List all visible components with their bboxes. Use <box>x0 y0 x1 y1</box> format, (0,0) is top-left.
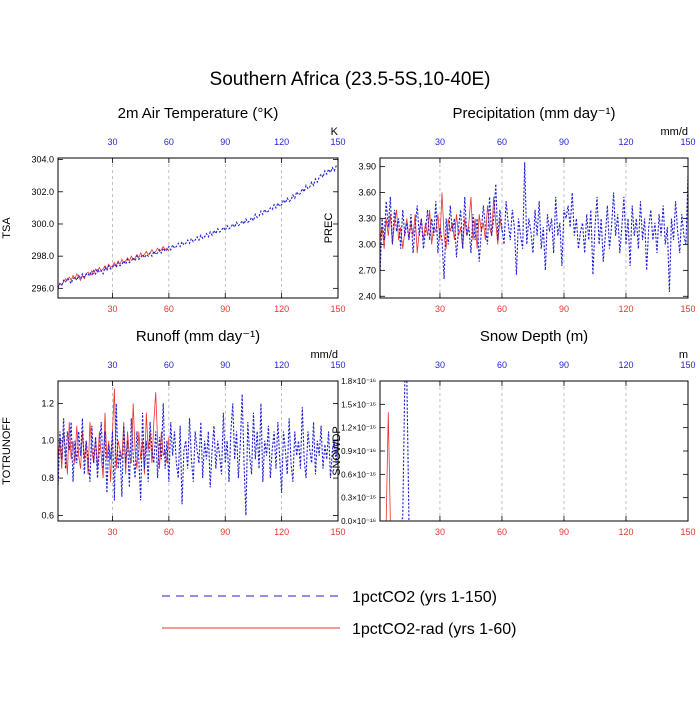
x-tick-label-top: 150 <box>680 360 695 370</box>
x-tick-label-bottom: 150 <box>680 527 695 537</box>
unit-label: mm/d <box>311 349 339 361</box>
x-tick-label-top: 30 <box>435 137 445 147</box>
x-tick-label-top: 30 <box>107 137 117 147</box>
x-tick-label-bottom: 30 <box>107 304 117 314</box>
y-axis-label: TSA <box>1 217 13 239</box>
x-tick-label-top: 90 <box>220 360 230 370</box>
series-line-1pctco2-rad-yrs-1-60 <box>58 388 170 482</box>
y-tick-label: 1.8×10⁻¹⁶ <box>341 377 376 386</box>
panel-totrunoff: Runoff (mm day⁻¹) TOTRUNOFF mm/d 0.6 0.8 1.0 1… <box>1 328 346 537</box>
plot-frame <box>379 380 689 522</box>
x-tick-label-top: 30 <box>435 360 445 370</box>
x-tick-label-bottom: 60 <box>497 527 507 537</box>
unit-label: K <box>331 126 339 138</box>
x-tick-label-bottom: 90 <box>559 527 569 537</box>
x-tick-label-bottom: 30 <box>107 527 117 537</box>
series-line-1pctco2-yrs-1-150 <box>58 394 338 516</box>
y-tick-label: 1.5×10⁻¹⁶ <box>341 400 376 409</box>
x-tick-label-top: 60 <box>497 137 507 147</box>
y-tick-label: 0.6×10⁻¹⁶ <box>341 470 376 479</box>
x-tick-label-bottom: 30 <box>435 304 445 314</box>
y-tick-label: 296.0 <box>31 283 54 293</box>
x-tick-label-top: 60 <box>164 137 174 147</box>
x-tick-label-bottom: 30 <box>435 527 445 537</box>
unit-label: mm/d <box>661 126 689 138</box>
series-line-1pctco2-yrs-1-150 <box>380 381 688 521</box>
x-tick-label-bottom: 60 <box>164 304 174 314</box>
x-tick-label-bottom: 150 <box>680 304 695 314</box>
x-tick-label-bottom: 60 <box>164 527 174 537</box>
x-tick-label-top: 120 <box>274 137 289 147</box>
x-tick-label-top: 60 <box>164 360 174 370</box>
panel-title: 2m Air Temperature (°K) <box>118 105 279 122</box>
x-tick-label-top: 150 <box>330 360 345 370</box>
legend: 1pctCO2 (yrs 1-150) 1pctCO2-rad (yrs 1-6… <box>162 589 517 638</box>
series-line-1pctco2-yrs-1-150 <box>380 162 688 292</box>
y-axis-label: TOTRUNOFF <box>1 417 13 485</box>
plot-frame <box>57 157 339 299</box>
series-line-1pctco2-rad-yrs-1-60 <box>380 192 503 254</box>
x-tick-label-top: 90 <box>220 137 230 147</box>
panel-title: Runoff (mm day⁻¹) <box>136 328 260 345</box>
y-tick-label: 1.2×10⁻¹⁶ <box>341 424 376 433</box>
y-tick-label: 0.9×10⁻¹⁶ <box>341 447 376 456</box>
x-tick-label-top: 30 <box>107 360 117 370</box>
x-tick-label-bottom: 90 <box>220 304 230 314</box>
y-tick-label: 1.2 <box>41 398 54 408</box>
y-tick-label: 0.6 <box>41 510 54 520</box>
x-tick-label-bottom: 60 <box>497 304 507 314</box>
panel-title: Snow Depth (m) <box>480 328 588 345</box>
figure-title: Southern Africa (23.5-5S,10-40E) <box>210 69 491 90</box>
x-tick-label-top: 90 <box>559 137 569 147</box>
x-tick-label-bottom: 90 <box>559 304 569 314</box>
panel-prec: Precipitation (mm day⁻¹) PREC mm/d 2.40 2.70… <box>323 105 696 314</box>
plot-frame <box>379 157 689 299</box>
x-tick-label-bottom: 150 <box>330 527 345 537</box>
x-tick-label-top: 90 <box>559 360 569 370</box>
x-tick-label-bottom: 120 <box>274 304 289 314</box>
y-tick-label: 1.0 <box>41 436 54 446</box>
y-axis-label: PREC <box>323 213 335 244</box>
y-tick-label: 0.8 <box>41 473 54 483</box>
y-tick-label: 298.0 <box>31 251 54 261</box>
x-tick-label-top: 120 <box>618 137 633 147</box>
x-tick-label-bottom: 120 <box>274 527 289 537</box>
series-line-1pctco2-rad-yrs-1-60 <box>380 412 502 521</box>
x-tick-label-top: 150 <box>680 137 695 147</box>
x-tick-label-top: 60 <box>497 360 507 370</box>
panel-tsa: 2m Air Temperature (°K) TSA K 296.0 298.0 300… <box>1 105 346 314</box>
y-tick-label: 2.70 <box>358 265 376 275</box>
y-axis-label: SNOWDP <box>331 426 343 476</box>
x-tick-label-bottom: 150 <box>330 304 345 314</box>
y-tick-label: 2.40 <box>358 291 376 301</box>
x-tick-label-bottom: 120 <box>618 304 633 314</box>
x-tick-label-bottom: 90 <box>220 527 230 537</box>
panel-snowdp: Snow Depth (m) SNOWDP m 0.0×10⁻¹⁶ 0.3×10⁻¹⁶ 0… <box>331 328 696 537</box>
y-tick-label: 3.90 <box>358 162 376 172</box>
panel-title: Precipitation (mm day⁻¹) <box>453 105 616 122</box>
x-tick-label-top: 120 <box>274 360 289 370</box>
unit-label: m <box>679 349 688 361</box>
y-tick-label: 0.3×10⁻¹⁶ <box>341 494 376 503</box>
y-tick-label: 3.60 <box>358 188 376 198</box>
y-tick-label: 302.0 <box>31 187 54 197</box>
y-tick-label: 3.30 <box>358 213 376 223</box>
y-tick-label: 0.0×10⁻¹⁶ <box>341 517 376 526</box>
x-tick-label-top: 120 <box>618 360 633 370</box>
x-tick-label-top: 150 <box>330 137 345 147</box>
y-tick-label: 300.0 <box>31 219 54 229</box>
plot-frame <box>57 380 339 522</box>
x-tick-label-bottom: 120 <box>618 527 633 537</box>
y-tick-label: 304.0 <box>31 155 54 165</box>
legend-label-1pctco2: 1pctCO2 (yrs 1-150) <box>352 589 497 606</box>
y-tick-label: 3.00 <box>358 239 376 249</box>
legend-label-1pctco2-rad: 1pctCO2-rad (yrs 1-60) <box>352 621 517 638</box>
series-line-1pctco2-yrs-1-150 <box>58 165 338 289</box>
